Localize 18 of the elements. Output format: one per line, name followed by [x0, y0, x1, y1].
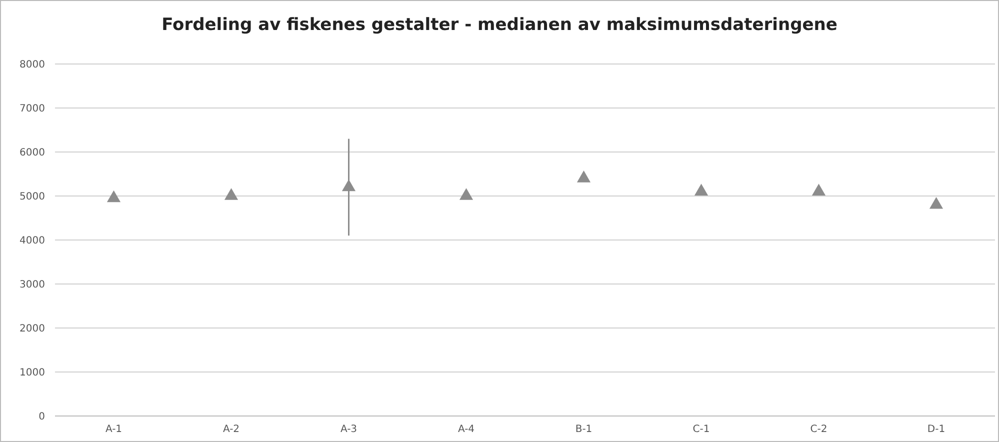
x-tick-label: C-1: [692, 424, 710, 435]
y-tick-label: 6000: [20, 148, 45, 158]
x-tick-label: A-4: [458, 424, 475, 435]
y-tick-label: 3000: [20, 280, 45, 290]
y-tick-label: 8000: [20, 60, 45, 70]
chart-title: Fordeling av fiskenes gestalter - medianen av maksimumsdateringene: [162, 15, 838, 35]
y-tick-label: 4000: [20, 236, 45, 246]
y-tick-label: 2000: [20, 324, 45, 334]
x-tick-label: A-3: [340, 424, 358, 435]
x-tick-label: A-2: [222, 424, 240, 435]
y-tick-label: 7000: [20, 104, 45, 114]
x-tick-label: B-1: [575, 424, 592, 435]
y-tick-label: 5000: [20, 192, 45, 202]
x-tick-label: C-2: [810, 424, 828, 435]
x-tick-label: A-1: [105, 424, 122, 435]
y-tick-label: 0: [38, 412, 45, 422]
x-tick-label: D-1: [927, 424, 946, 435]
y-tick-label: 1000: [20, 368, 45, 378]
